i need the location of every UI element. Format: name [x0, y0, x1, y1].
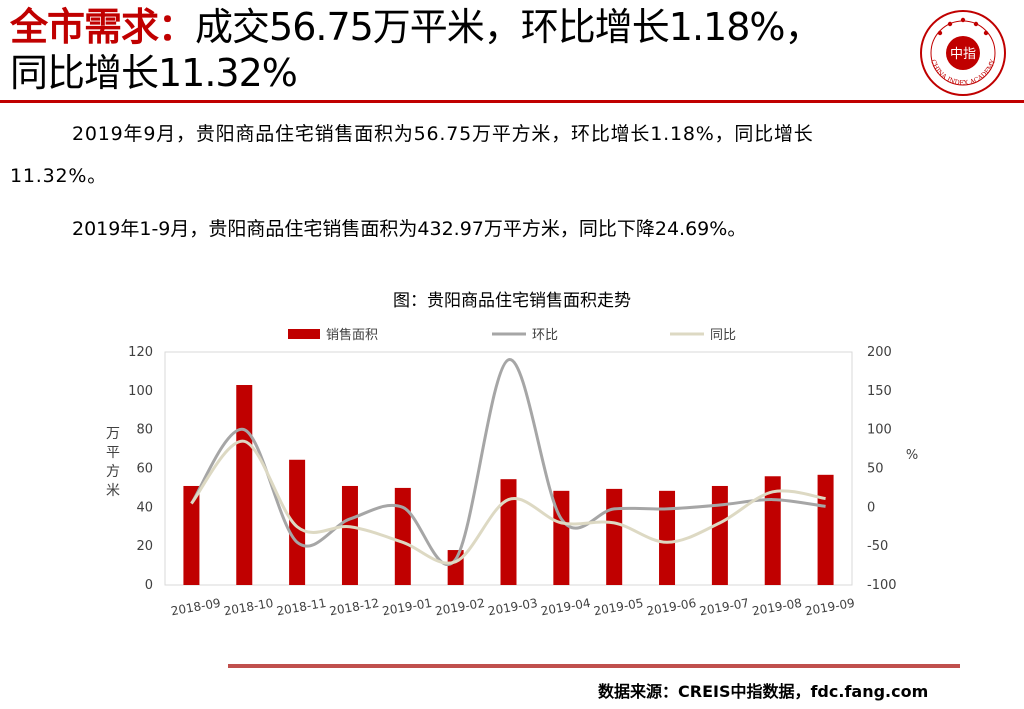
bar-sales-area [447, 550, 464, 585]
data-source: 数据来源：CREIS中指数据，fdc.fang.com [598, 682, 929, 701]
y2-tick-label: 150 [867, 384, 892, 399]
bar-sales-area [394, 487, 411, 585]
y2-tick-label: 0 [867, 500, 875, 515]
summary-paragraph-2: 2019年1-9月，贵阳商品住宅销售面积为432.97万平方米，同比下降24.6… [72, 218, 747, 240]
y-tick-label: 20 [136, 539, 153, 554]
bar-sales-area [289, 459, 306, 585]
bar-sales-area [183, 485, 200, 585]
y2-tick-label: -50 [867, 539, 888, 554]
x-tick-label: 2019-01 [381, 596, 433, 618]
x-tick-label: 2019-02 [434, 596, 486, 618]
y2-tick-label: -100 [867, 578, 897, 593]
y2-axis-label: % [906, 448, 918, 463]
summary-paragraph-1-continued: 11.32%。 [10, 165, 108, 187]
sales-area-chart: 0 20 40 60 80 100 120 -100 -50 0 50 100 150 200 万平方米% 2… [106, 327, 918, 618]
bar-sales-area [236, 385, 253, 585]
y-tick-label: 40 [136, 500, 153, 515]
bar-sales-area [606, 488, 623, 585]
y-axis-label: 米 [106, 483, 120, 499]
x-tick-label: 2019-03 [487, 596, 539, 618]
title-divider [0, 100, 1024, 103]
summary-paragraph-1: 2019年9月，贵阳商品住宅销售面积为56.75万平方米，环比增长1.18%，同… [72, 123, 814, 145]
legend-label-sales-area: 销售面积 [326, 327, 378, 343]
y-tick-label: 120 [128, 345, 153, 360]
title-line-2: 同比增长11.32% [10, 51, 298, 95]
x-tick-label: 2019-09 [804, 596, 856, 618]
y-tick-label: 0 [145, 578, 153, 593]
y-tick-label: 60 [136, 462, 153, 477]
line-mom [190, 358, 826, 566]
x-tick-label: 2019-08 [751, 596, 803, 618]
bar-sales-area [817, 474, 834, 585]
x-tick-label: 2019-04 [540, 596, 592, 618]
title-prefix: 全市需求： [10, 5, 196, 49]
bar-sales-area [500, 479, 517, 585]
y-axis-label: 万 [106, 426, 120, 442]
bar-sales-area [711, 485, 728, 585]
x-tick-label: 2019-05 [593, 596, 645, 618]
bar-sales-area [764, 476, 781, 585]
x-tick-label: 2019-06 [645, 596, 697, 618]
x-tick-label: 2019-07 [698, 596, 750, 618]
y-axis-label: 平 [106, 445, 120, 461]
y2-tick-label: 200 [867, 345, 892, 360]
y-tick-label: 80 [136, 423, 153, 438]
title-line-1: 全市需求：成交56.75万平米，环比增长1.18%， [10, 4, 910, 50]
x-tick-label: 2018-11 [276, 596, 328, 618]
chart-title: 图：贵阳商品住宅销售面积走势 [393, 291, 631, 311]
x-tick-label: 2018-10 [223, 596, 275, 618]
y2-tick-label: 100 [867, 423, 892, 438]
logo-center-text: 中指 [950, 47, 976, 62]
bar-sales-area [341, 485, 358, 585]
page-title: 全市需求：成交56.75万平米，环比增长1.18%， 同比增长11.32% [10, 4, 910, 96]
y-tick-label: 100 [128, 384, 153, 399]
x-tick-label: 2018-09 [170, 596, 222, 618]
bar-sales-area [659, 490, 676, 585]
line-yoy [190, 439, 826, 565]
legend-swatch-sales-area [288, 329, 320, 339]
legend-label-yoy: 同比 [710, 328, 736, 343]
china-index-academy-seal-icon: 中指 CHINA INDEX ACADEMY [920, 10, 1006, 96]
legend-label-mom: 环比 [532, 328, 558, 343]
y-axis-label: 方 [106, 464, 120, 480]
x-tick-label: 2018-12 [328, 596, 380, 618]
footer-divider [228, 664, 960, 668]
y2-tick-label: 50 [867, 462, 884, 477]
title-line1-rest: 成交56.75万平米，环比增长1.18%， [195, 5, 823, 49]
